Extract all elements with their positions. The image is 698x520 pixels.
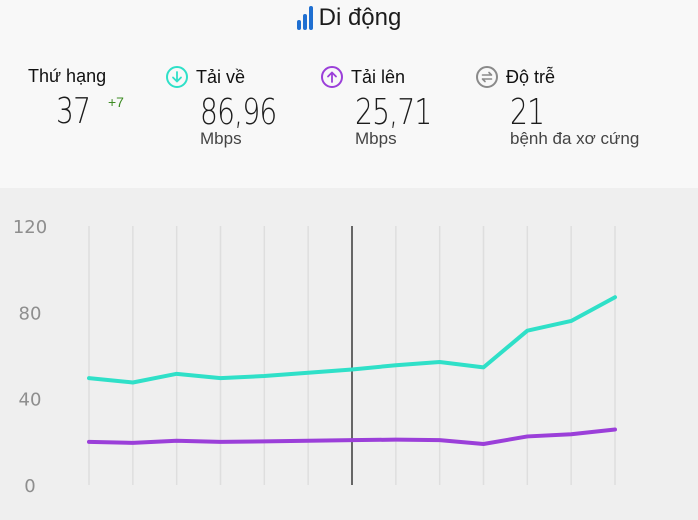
stat-download: Tải về 86,96 Mbps	[166, 66, 298, 149]
stat-latency: Độ trễ 21 bệnh đa xơ cứng	[476, 66, 639, 149]
page-title: Di động	[318, 4, 402, 31]
upload-label: Tải lên	[351, 66, 406, 87]
rank-change-badge: +7	[108, 94, 124, 110]
latency-arrows-icon	[476, 66, 498, 88]
latency-unit: bệnh đa xơ cứng	[510, 129, 640, 148]
y-tick-label-0: 0	[24, 476, 35, 497]
y-tick-label-80: 80	[19, 303, 42, 324]
speed-chart[interactable]: 0 40 80 120	[0, 188, 698, 520]
download-unit: Mbps	[200, 129, 242, 148]
upload-value: 25,71	[355, 92, 432, 133]
y-tick-label-120: 120	[13, 217, 47, 238]
download-label: Tải về	[196, 66, 246, 87]
download-value: 86,96	[200, 92, 277, 133]
arrow-up-circle-icon	[321, 66, 343, 88]
stat-upload: Tải lên 25,71 Mbps	[321, 66, 453, 149]
speed-chart-svg[interactable]: 0 40 80 120	[0, 188, 698, 520]
rank-value: 37	[56, 91, 91, 132]
signal-bars-icon	[296, 6, 313, 30]
y-tick-label-40: 40	[19, 390, 42, 411]
rank-label: Thứ hạng	[28, 66, 107, 86]
latency-value: 21	[510, 92, 545, 133]
upload-unit: Mbps	[355, 129, 397, 148]
stat-rank: Thứ hạng 37	[28, 66, 106, 132]
header-title: Di động	[0, 4, 698, 32]
stats-row: Thứ hạng 37 +7 Tải về 86,96 Mbps Tải lên…	[0, 66, 698, 186]
arrow-down-circle-icon	[166, 66, 188, 88]
latency-label: Độ trễ	[506, 66, 556, 87]
